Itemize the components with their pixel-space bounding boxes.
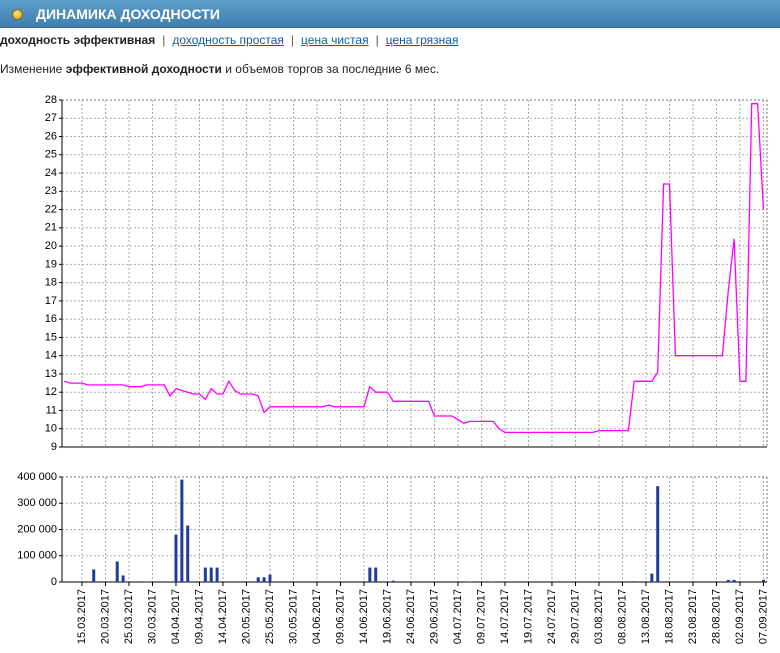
y-tick-label: 15 <box>45 331 57 343</box>
x-tick-label: 15.03.2017 <box>76 589 88 644</box>
bar <box>256 577 260 582</box>
y-tick-label: 10 <box>45 423 57 435</box>
y-tick-label: 25 <box>45 149 57 161</box>
x-tick-label: 28.08.2017 <box>710 589 722 644</box>
x-tick-label: 09.06.2017 <box>334 589 346 644</box>
bar <box>203 567 207 582</box>
x-tick-label: 20.05.2017 <box>240 589 252 644</box>
x-tick-label: 30.03.2017 <box>146 589 158 644</box>
x-tick-label: 02.09.2017 <box>734 589 746 644</box>
x-tick-label: 14.06.2017 <box>358 589 370 644</box>
bar <box>268 574 272 582</box>
bar <box>115 561 119 582</box>
bar <box>732 579 736 582</box>
x-tick-label: 08.08.2017 <box>616 589 628 644</box>
y-tick-label: 27 <box>45 112 57 124</box>
x-tick-label: 09.04.2017 <box>193 589 205 644</box>
description: Изменение эффективной доходности и объем… <box>0 62 439 76</box>
tab[interactable]: доходность простая <box>172 33 284 47</box>
bar <box>391 580 395 582</box>
x-tick-label: 07.09.2017 <box>757 589 769 644</box>
y-tick-label: 28 <box>45 94 57 106</box>
bar <box>145 581 149 582</box>
bar <box>186 525 190 582</box>
x-tick-label: 24.06.2017 <box>405 589 417 644</box>
separator: | <box>375 33 379 47</box>
y-tick-label: 200 000 <box>17 523 57 535</box>
x-tick-label: 19.06.2017 <box>381 589 393 644</box>
tab[interactable]: цена грязная <box>385 33 459 47</box>
y-tick-label: 21 <box>45 222 57 234</box>
x-tick-label: 18.08.2017 <box>663 589 675 644</box>
y-tick-label: 24 <box>45 167 57 179</box>
y-tick-label: 13 <box>45 368 57 380</box>
y-tick-label: 100 000 <box>17 550 57 562</box>
y-tick-label: 300 000 <box>17 497 57 509</box>
separator: | <box>162 33 166 47</box>
description-text: и объемов торгов за последние 6 мес. <box>221 62 440 76</box>
bar <box>92 569 96 582</box>
x-tick-label: 19.07.2017 <box>522 589 534 644</box>
bar <box>121 575 125 582</box>
bar <box>374 567 378 582</box>
bar <box>262 577 266 582</box>
bar <box>368 567 372 582</box>
x-tick-label: 20.03.2017 <box>99 589 111 644</box>
line-series <box>64 103 765 434</box>
y-tick-label: 14 <box>45 350 57 362</box>
separator: | <box>290 33 295 47</box>
bar <box>650 573 654 582</box>
header: ДИНАМИКА ДОХОДНОСТИ <box>0 0 780 28</box>
description-bold: эффективной доходности <box>65 62 222 76</box>
bar <box>215 567 219 582</box>
y-tick-label: 16 <box>45 313 57 325</box>
bar <box>632 581 636 582</box>
x-tick-label: 04.06.2017 <box>311 589 323 644</box>
y-tick-label: 23 <box>45 185 57 197</box>
y-tick-label: 12 <box>45 386 57 398</box>
header-title: ДИНАМИКА ДОХОДНОСТИ <box>36 6 220 22</box>
y-tick-label: 19 <box>45 258 57 270</box>
x-tick-label: 23.08.2017 <box>687 589 699 644</box>
bar <box>491 581 495 582</box>
y-tick-label: 0 <box>51 576 57 588</box>
tabs: доходность эффективная | доходность проста… <box>0 33 458 47</box>
x-tick-label: 14.07.2017 <box>499 589 511 644</box>
x-tick-label: 13.08.2017 <box>640 589 652 644</box>
x-tick-label: 03.08.2017 <box>593 589 605 644</box>
x-tick-label: 04.04.2017 <box>170 589 182 644</box>
description-text: Изменение <box>0 62 66 76</box>
y-tick-label: 9 <box>51 441 57 453</box>
x-tick-label: 25.05.2017 <box>264 589 276 644</box>
bar <box>174 534 178 582</box>
y-tick-label: 26 <box>45 130 57 142</box>
header-icon <box>12 9 23 20</box>
y-tick-label: 400 000 <box>17 471 57 483</box>
y-tick-label: 17 <box>45 295 57 307</box>
bar <box>656 486 660 582</box>
x-tick-label: 30.05.2017 <box>287 589 299 644</box>
bar <box>468 581 472 582</box>
x-tick-label: 25.03.2017 <box>123 589 135 644</box>
x-tick-label: 29.06.2017 <box>428 589 440 644</box>
y-tick-label: 22 <box>45 203 57 215</box>
bar <box>726 579 730 582</box>
y-tick-label: 18 <box>45 277 57 289</box>
bar <box>761 579 765 582</box>
x-tick-label: 14.04.2017 <box>217 589 229 644</box>
y-tick-label: 11 <box>46 404 57 416</box>
x-tick-label: 29.07.2017 <box>569 589 581 644</box>
y-tick-label: 20 <box>45 240 57 252</box>
bar <box>180 479 184 582</box>
x-tick-label: 09.07.2017 <box>475 589 487 644</box>
x-tick-label: 04.07.2017 <box>452 589 464 644</box>
bar <box>209 567 213 582</box>
tab[interactable]: доходность эффективная <box>0 33 156 47</box>
tab[interactable]: цена чистая <box>301 33 369 47</box>
x-tick-label: 24.07.2017 <box>546 589 558 644</box>
